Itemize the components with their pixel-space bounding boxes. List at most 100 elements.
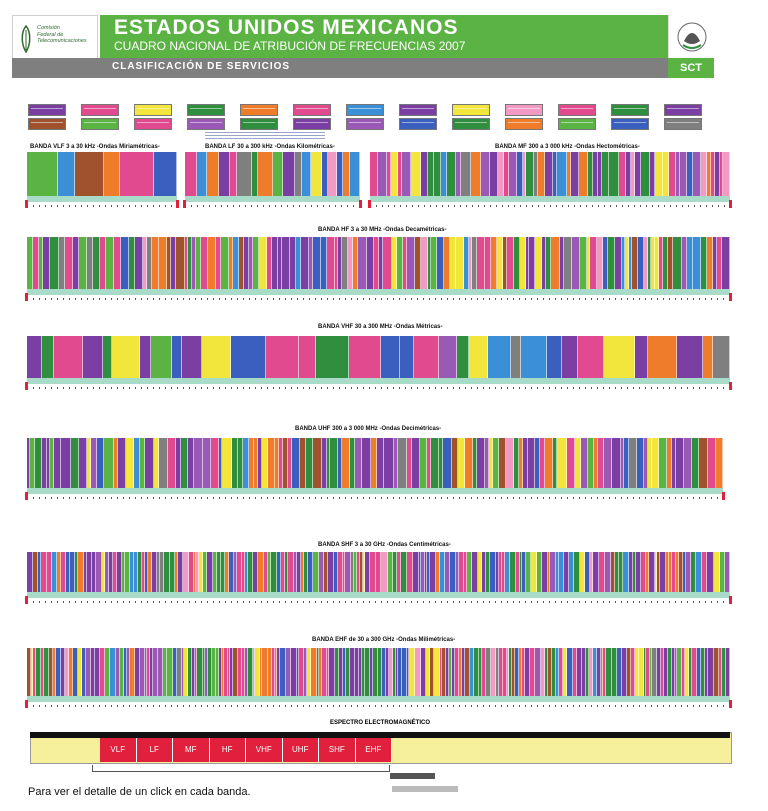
allocation-segment xyxy=(535,438,540,488)
allocation-segment xyxy=(503,152,509,196)
allocation-segment xyxy=(73,648,79,696)
allocation-segment xyxy=(628,552,634,592)
band-chart[interactable] xyxy=(27,237,730,289)
allocation-segment xyxy=(353,237,359,289)
allocation-segment xyxy=(255,648,260,696)
spectrum-cell-hf[interactable]: HF xyxy=(209,738,246,762)
allocation-segment xyxy=(115,648,120,696)
allocation-segment xyxy=(272,648,275,696)
band-chart[interactable] xyxy=(370,152,730,196)
allocation-segment xyxy=(579,152,588,196)
allocation-segment xyxy=(197,152,208,196)
spectrum-cell-vlf[interactable]: VLF xyxy=(100,738,137,762)
legend-chip xyxy=(187,104,225,116)
allocation-segment xyxy=(48,648,53,696)
spectrum-cell-mf[interactable]: MF xyxy=(173,738,210,762)
allocation-segment xyxy=(376,552,382,592)
allocation-segment xyxy=(667,237,674,289)
allocation-segment xyxy=(522,152,527,196)
allocation-segment xyxy=(349,438,356,488)
allocation-segment xyxy=(636,438,645,488)
allocation-segment xyxy=(427,237,432,289)
allocation-segment xyxy=(644,237,648,289)
band-chart[interactable] xyxy=(27,648,730,696)
allocation-segment xyxy=(91,438,98,488)
allocation-segment xyxy=(97,438,105,488)
allocation-segment xyxy=(102,552,106,592)
allocation-segment xyxy=(443,438,452,488)
allocation-segment xyxy=(721,648,726,696)
allocation-segment xyxy=(608,237,615,289)
spectrum-cell-uhf[interactable]: UHF xyxy=(282,738,319,762)
allocation-segment xyxy=(224,648,229,696)
allocation-segment xyxy=(83,552,87,592)
allocation-segment xyxy=(175,552,179,592)
allocation-segment xyxy=(291,438,301,488)
allocation-segment xyxy=(481,152,491,196)
band-tick-row xyxy=(27,497,723,499)
allocation-segment xyxy=(333,552,339,592)
spectrum-cell-ehf[interactable]: EHF xyxy=(355,738,392,762)
header-banner: ESTADOS UNIDOS MEXICANOS CUADRO NACIONAL… xyxy=(100,15,668,63)
allocation-segment xyxy=(202,336,232,378)
allocation-segment xyxy=(586,237,590,289)
allocation-segment xyxy=(498,438,506,488)
allocation-segment xyxy=(708,648,714,696)
allocation-segment xyxy=(655,237,660,289)
allocation-segment xyxy=(678,552,684,592)
allocation-segment xyxy=(345,552,351,592)
allocation-segment xyxy=(657,552,661,592)
spectrum-cell-vhf[interactable]: VHF xyxy=(246,738,283,762)
allocation-segment xyxy=(592,152,598,196)
band-chart[interactable] xyxy=(27,438,723,488)
allocation-segment xyxy=(713,648,719,696)
allocation-segment xyxy=(357,552,360,592)
allocation-segment xyxy=(468,237,472,289)
allocation-segment xyxy=(469,648,474,696)
allocation-segment xyxy=(725,648,730,696)
allocation-segment xyxy=(683,552,687,592)
band-chart[interactable] xyxy=(27,552,730,592)
band-chart[interactable] xyxy=(27,336,730,378)
allocation-segment xyxy=(696,648,701,696)
allocation-segment xyxy=(362,648,365,696)
allocation-segment xyxy=(187,237,192,289)
allocation-segment xyxy=(537,552,542,592)
allocation-segment xyxy=(511,336,522,378)
allocation-segment xyxy=(672,648,675,696)
band-chart[interactable] xyxy=(185,152,360,196)
band-chart[interactable] xyxy=(27,152,177,196)
allocation-segment xyxy=(53,438,62,488)
allocation-segment xyxy=(509,648,512,696)
allocation-segment xyxy=(564,237,573,289)
allocation-segment xyxy=(574,438,581,488)
allocation-segment xyxy=(44,648,49,696)
legend-chip xyxy=(346,104,384,116)
allocation-segment xyxy=(27,552,33,592)
allocation-segment xyxy=(702,336,713,378)
allocation-segment xyxy=(505,438,514,488)
allocation-segment xyxy=(410,152,422,196)
allocation-segment xyxy=(144,438,154,488)
spectrum-cell-shf[interactable]: SHF xyxy=(319,738,356,762)
allocation-segment xyxy=(574,552,580,592)
band-tick-row xyxy=(27,705,730,707)
allocation-segment xyxy=(113,552,117,592)
allocation-segment xyxy=(144,552,149,592)
cofetel-name: Comisión Federal de Telecomunicaciones xyxy=(37,25,87,45)
allocation-segment xyxy=(273,152,283,196)
allocation-segment xyxy=(125,552,131,592)
allocation-segment xyxy=(477,552,482,592)
allocation-segment xyxy=(277,237,282,289)
allocation-segment xyxy=(281,237,290,289)
allocation-segment xyxy=(570,152,580,196)
allocation-segment xyxy=(426,648,430,696)
cofetel-emblem-icon xyxy=(21,24,31,54)
allocation-segment xyxy=(445,648,449,696)
allocation-segment xyxy=(652,648,658,696)
allocation-segment xyxy=(271,552,277,592)
allocation-segment xyxy=(162,648,168,696)
allocation-segment xyxy=(262,438,268,488)
spectrum-cell-lf[interactable]: LF xyxy=(136,738,173,762)
allocation-segment xyxy=(429,648,435,696)
